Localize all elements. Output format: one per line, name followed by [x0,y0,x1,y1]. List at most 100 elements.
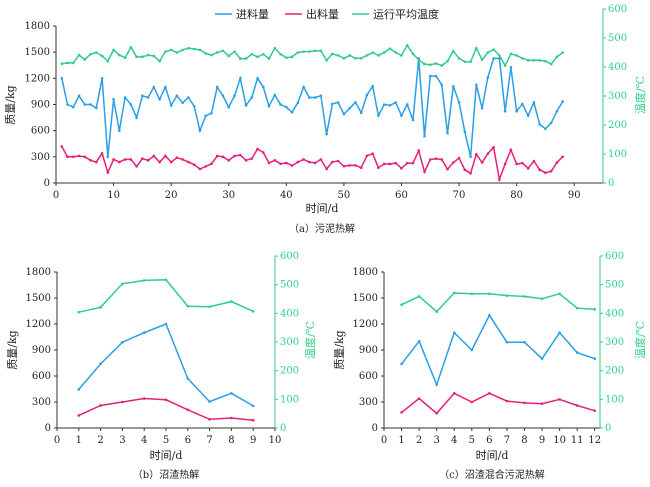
data-point [121,282,124,286]
data-point [336,101,340,104]
data-point [342,164,346,168]
data-point [377,54,380,57]
data-point [181,158,184,161]
y-tick-label: 600 [359,371,378,382]
data-point [129,158,133,161]
data-point [555,109,559,113]
x-tick-label: 7 [206,435,212,446]
data-point [175,94,179,98]
x-tick-label: 70 [453,190,466,201]
data-point [152,85,156,89]
data-point [457,57,461,60]
data-point [129,45,133,49]
data-point [227,54,231,58]
data-point [279,52,282,56]
data-point [561,51,564,54]
data-point [308,50,311,53]
data-point [210,162,213,166]
series-line-temp [78,279,254,313]
data-point [411,118,415,122]
data-point [164,154,167,158]
y2-tick-label: 500 [280,280,299,291]
data-point [492,145,495,149]
data-point [526,167,530,170]
x-tick-label: 6 [486,435,492,446]
data-point [336,54,340,57]
data-point [411,52,415,56]
data-point [187,96,190,99]
data-point [463,168,467,172]
data-point [313,49,317,53]
data-point [164,322,168,326]
y-tick-label: 1800 [25,21,50,32]
data-point [77,53,81,57]
data-point [77,154,81,158]
data-point [250,96,254,99]
data-point [238,57,242,60]
data-point [469,172,472,175]
data-point [106,171,110,174]
data-point [515,54,518,57]
data-point [95,51,98,54]
y-tick-label: 300 [31,152,50,163]
data-point [400,167,403,170]
data-point [488,392,491,395]
data-point [540,402,544,406]
data-point [365,93,369,97]
x-tick-label: 5 [469,435,475,446]
data-point [561,155,564,158]
data-point [457,156,461,160]
data-point [227,159,231,162]
y2-tick-label: 200 [605,366,624,377]
data-point [371,84,374,88]
data-point [169,104,173,107]
data-point [296,101,300,105]
data-point [60,62,64,66]
data-point [558,398,561,401]
data-point [302,50,305,53]
data-point [215,51,219,54]
x-tick-label: 1 [398,435,404,446]
data-point [521,102,524,106]
data-point [192,104,196,108]
data-point [405,161,409,165]
data-point [371,152,374,155]
data-point [521,161,524,165]
data-point [146,53,150,57]
data-point [371,51,374,54]
y2-tick-label: 600 [280,251,299,262]
data-point [267,57,271,60]
y-axis-label: 质量/kg [4,85,17,124]
data-point [555,161,559,164]
data-point [540,297,544,301]
data-point [215,154,219,158]
data-point [142,331,146,334]
data-point [123,56,127,60]
data-point [158,97,161,101]
legend-temp: 运行平均温度 [373,7,439,21]
data-point [251,310,255,313]
y2-tick-label: 500 [608,33,627,44]
data-point [365,154,369,158]
data-point [417,149,421,153]
data-point [440,83,444,87]
data-point [463,60,467,64]
data-point [331,160,334,164]
data-point [319,49,323,53]
y2-tick-label: 300 [280,337,299,348]
data-point [83,103,87,106]
data-point [186,377,190,380]
data-point [423,62,426,66]
data-point [377,114,380,117]
data-point [417,340,421,343]
data-point [348,54,351,57]
y2-tick-label: 100 [280,394,299,405]
data-point [400,411,403,414]
data-point [186,304,190,308]
y-tick-label: 1500 [26,293,51,304]
data-point [230,300,233,303]
data-point [296,51,300,54]
data-point [83,58,87,61]
x-tick-label: 30 [222,190,235,201]
data-point [394,51,398,54]
